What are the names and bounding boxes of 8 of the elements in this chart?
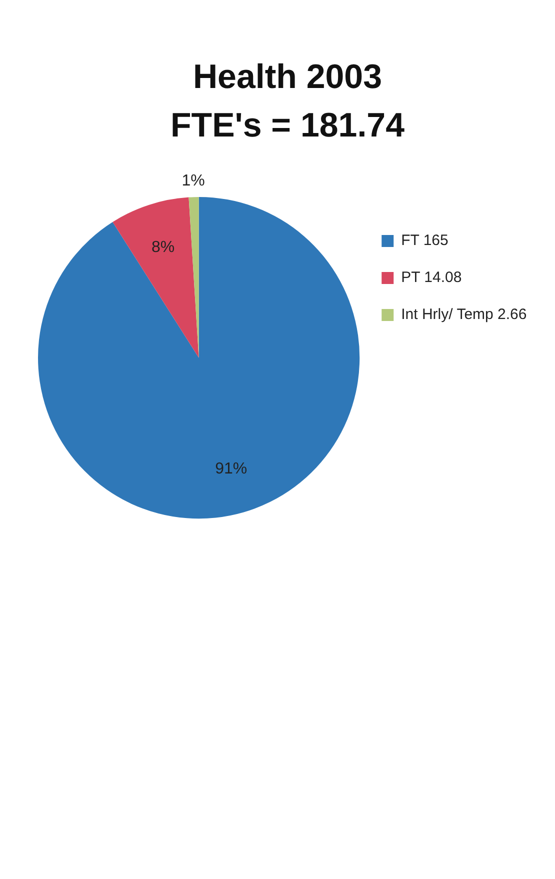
legend-label: PT 14.08 [401, 269, 462, 286]
legend-label: FT 165 [401, 232, 448, 250]
chart-title: Health 2003 [193, 58, 382, 96]
data-label: 8% [151, 239, 175, 256]
chart-subtitle: FTE's = 181.74 [170, 106, 405, 145]
data-label: 1% [182, 172, 205, 190]
legend-label: Int Hrly/ Temp 2.66 [401, 306, 527, 324]
data-label: 91% [215, 460, 248, 478]
